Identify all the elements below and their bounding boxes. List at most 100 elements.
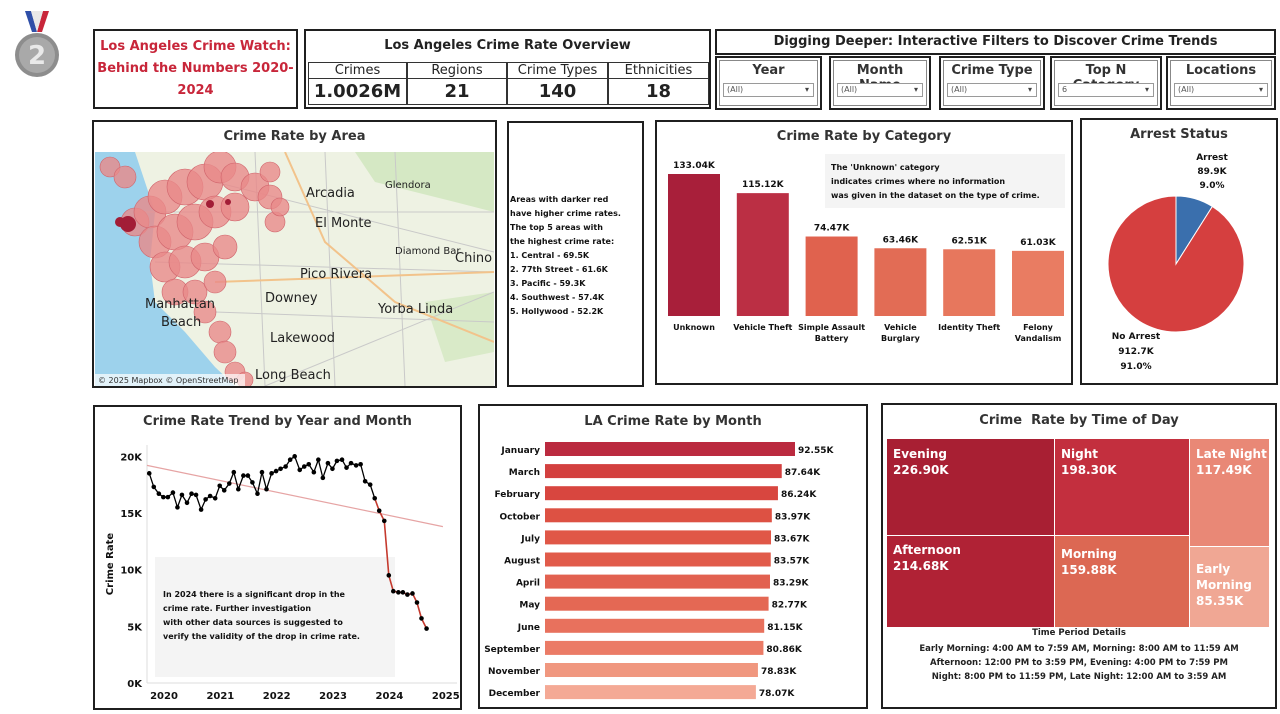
month-label: February <box>494 490 540 500</box>
trend-point[interactable] <box>301 464 307 469</box>
trend-point[interactable] <box>414 600 420 605</box>
trend-point[interactable] <box>316 457 321 463</box>
trend-point[interactable] <box>264 486 269 492</box>
trend-point[interactable] <box>212 495 218 501</box>
trend-point[interactable] <box>226 481 232 486</box>
trend-point[interactable] <box>245 473 251 478</box>
trend-point[interactable] <box>278 466 283 472</box>
month-bar[interactable] <box>545 508 772 523</box>
trend-point[interactable] <box>161 494 166 500</box>
trend-point[interactable] <box>410 591 415 596</box>
trend-line-chart[interactable]: 20K 15K 10K 5K 0K 2020 2021 2022 2023 2024 2025 Cri… <box>97 437 460 708</box>
category-bar[interactable] <box>668 174 720 316</box>
treemap-cell[interactable]: Night 198.30K <box>1055 439 1189 535</box>
trend-point[interactable] <box>151 484 157 490</box>
pie-slice-no-arrest[interactable] <box>1107 195 1245 333</box>
month-bar[interactable] <box>545 530 772 545</box>
trend-point[interactable] <box>386 573 392 578</box>
trend-point[interactable] <box>184 500 190 506</box>
treemap-cell[interactable]: Afternoon 214.68K <box>887 536 1054 627</box>
trend-point[interactable] <box>207 493 213 499</box>
trend-point[interactable] <box>424 626 429 631</box>
filter-select[interactable]: (All) <box>947 83 1037 97</box>
trend-point[interactable] <box>320 475 326 481</box>
trend-point[interactable] <box>353 463 359 468</box>
category-bar[interactable] <box>736 193 789 316</box>
trend-point[interactable] <box>255 491 260 497</box>
filter-select[interactable]: 6 <box>1058 83 1154 97</box>
month-bar-chart[interactable]: January 92.55K March 87.64K February 86.24K Oc… <box>482 436 866 706</box>
trend-point[interactable] <box>193 492 199 498</box>
trend-point[interactable] <box>400 590 406 595</box>
category-bar-chart[interactable]: 133.04K Unknown 115.12K Vehicle Theft 74.47K… <box>659 152 1069 382</box>
trend-point[interactable] <box>179 492 185 498</box>
trend-point[interactable] <box>325 460 331 466</box>
trend-point[interactable] <box>306 461 312 467</box>
trend-point[interactable] <box>283 464 288 469</box>
trend-point[interactable] <box>217 483 223 489</box>
trend-point[interactable] <box>344 465 349 470</box>
category-bar[interactable] <box>805 236 858 316</box>
category-bar[interactable] <box>874 248 927 316</box>
trend-point[interactable] <box>170 490 176 495</box>
month-bar[interactable] <box>545 464 782 479</box>
trend-point[interactable] <box>287 457 293 463</box>
trend-point[interactable] <box>146 471 152 476</box>
trend-point[interactable] <box>362 478 368 484</box>
area-note-panel: Areas with darker red have higher crime r… <box>507 121 644 387</box>
trend-point[interactable] <box>259 469 265 475</box>
trend-point[interactable] <box>358 461 363 467</box>
treemap-cell[interactable]: Late Night 117.49K <box>1190 439 1269 546</box>
trend-point[interactable] <box>372 495 378 501</box>
trend-point[interactable] <box>396 590 401 595</box>
trend-point[interactable] <box>334 458 340 464</box>
trend-point[interactable] <box>231 469 237 475</box>
category-bar[interactable] <box>1012 250 1064 316</box>
trend-point[interactable] <box>376 508 382 514</box>
trend-point[interactable] <box>198 507 204 512</box>
month-bar[interactable] <box>545 486 778 501</box>
month-bar[interactable] <box>545 442 795 456</box>
month-bar[interactable] <box>545 596 769 611</box>
month-bar[interactable] <box>545 663 758 677</box>
trend-point[interactable] <box>269 471 274 476</box>
trend-point[interactable] <box>236 486 241 492</box>
filter-select[interactable]: (All) <box>1174 83 1268 97</box>
trend-point[interactable] <box>348 460 354 466</box>
trend-point[interactable] <box>273 468 279 474</box>
trend-point[interactable] <box>189 491 194 497</box>
trend-point[interactable] <box>175 505 180 510</box>
month-bar[interactable] <box>545 640 764 655</box>
month-bar[interactable] <box>545 618 765 633</box>
treemap-cell[interactable]: Evening 226.90K <box>887 439 1054 535</box>
trend-point[interactable] <box>297 467 303 473</box>
arrest-pie-chart[interactable]: Arrest 89.9K 9.0% No Arrest 912.7K 91.0% <box>1086 150 1272 376</box>
crime-area-map[interactable]: Arcadia Glendora El Monte Diamond Bar Ch… <box>95 152 494 386</box>
trend-point[interactable] <box>292 454 297 459</box>
trend-point[interactable] <box>367 482 373 487</box>
trend-point[interactable] <box>203 497 208 502</box>
trend-point[interactable] <box>419 616 424 621</box>
trend-point[interactable] <box>165 494 171 500</box>
trend-point[interactable] <box>381 518 387 524</box>
trend-point[interactable] <box>221 488 227 493</box>
month-bar[interactable] <box>545 574 770 589</box>
filter-select[interactable]: (All) <box>837 83 923 97</box>
trend-point[interactable] <box>330 466 335 472</box>
trend-point[interactable] <box>405 592 410 597</box>
pie-arrest-label: 89.9K <box>1197 167 1227 177</box>
trend-point[interactable] <box>339 457 345 463</box>
trend-point[interactable] <box>156 491 162 497</box>
place-downey: Downey <box>265 291 318 306</box>
month-bar[interactable] <box>545 685 756 700</box>
treemap-cell[interactable]: Early Morning 85.35K <box>1190 547 1269 627</box>
treemap-cell[interactable]: Morning 159.88K <box>1055 536 1189 627</box>
filter-select[interactable]: (All) <box>723 83 814 97</box>
time-of-day-treemap[interactable]: Evening 226.90K Night 198.30K Late Night 117.… <box>887 439 1269 627</box>
trend-point[interactable] <box>311 469 317 475</box>
category-bar[interactable] <box>943 249 996 316</box>
trend-point[interactable] <box>241 473 246 478</box>
trend-point[interactable] <box>250 480 255 485</box>
month-bar[interactable] <box>545 552 771 567</box>
trend-point[interactable] <box>391 588 396 594</box>
